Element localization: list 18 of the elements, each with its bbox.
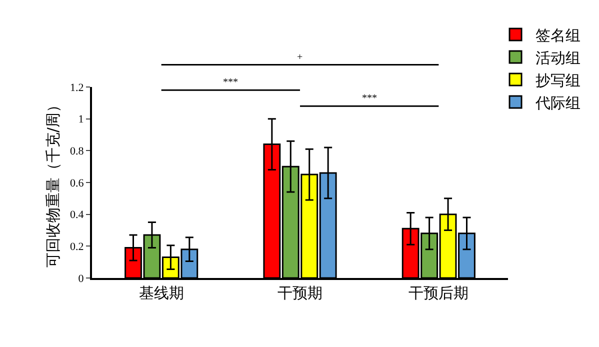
- legend-label: 代际组: [534, 94, 581, 112]
- legend-label: 抄写组: [536, 71, 581, 90]
- legend-label: 签名组: [536, 26, 581, 44]
- annotation: ***: [362, 93, 377, 104]
- annotation: ***: [223, 77, 238, 88]
- y-tick-label: 0: [78, 272, 84, 285]
- y-tick-label: 0.6: [70, 177, 84, 190]
- y-tick-label: 1.2: [70, 82, 84, 94]
- y-tick-label: 0.8: [70, 146, 84, 158]
- text: +: [297, 52, 303, 63]
- x-tick-label: 干预期: [278, 284, 322, 302]
- x-tick-label: 基线期: [138, 284, 184, 302]
- y-tick-label: 0.4: [70, 209, 84, 222]
- y-axis-title: 可回收物重量（千克/周）: [44, 97, 62, 268]
- x-tick-label: 干预后期: [408, 284, 469, 302]
- y-tick-label: 1: [78, 114, 84, 126]
- y-tick-label: 0.2: [70, 241, 84, 254]
- legend-label: 活动组: [536, 48, 581, 67]
